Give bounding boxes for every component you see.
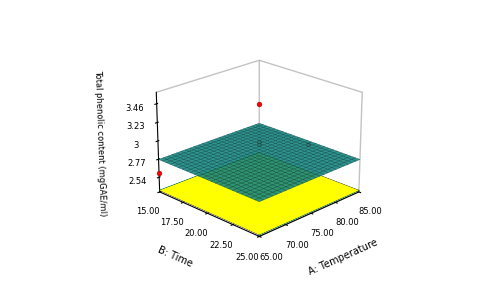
Y-axis label: B: Time: B: Time <box>156 245 194 269</box>
X-axis label: A: Temperature: A: Temperature <box>307 237 380 277</box>
